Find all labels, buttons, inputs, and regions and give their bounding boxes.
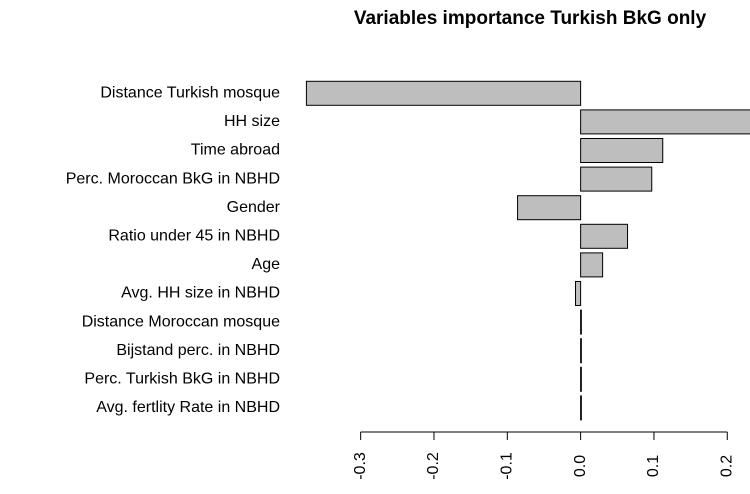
y-tick-label: Perc. Moroccan BkG in NBHD xyxy=(66,170,280,187)
y-tick-label: Gender xyxy=(227,199,281,216)
bar xyxy=(580,109,750,135)
x-tick-label: 0.1 xyxy=(645,455,662,477)
y-tick-label: Avg. fertlity Rate in NBHD xyxy=(96,399,280,416)
y-tick-label: Perc. Turkish BkG in NBHD xyxy=(84,371,280,388)
y-tick-label: HH size xyxy=(224,113,280,130)
bar xyxy=(305,80,582,106)
chart-title: Variables importance Turkish BkG only xyxy=(354,8,707,29)
y-tick-label: Distance Turkish mosque xyxy=(100,85,280,102)
bar xyxy=(580,338,582,364)
x-tick-label: -0.1 xyxy=(499,452,516,480)
bar xyxy=(580,252,604,278)
y-tick-label: Avg. HH size in NBHD xyxy=(121,285,280,302)
bar xyxy=(580,395,582,421)
bar xyxy=(517,195,582,221)
bar xyxy=(580,138,664,163)
y-tick-label: Bijstand perc. in NBHD xyxy=(116,342,280,359)
y-tick-label: Distance Moroccan mosque xyxy=(82,313,280,330)
x-tick-label: -0.2 xyxy=(425,452,442,480)
x-tick-label: -0.3 xyxy=(352,452,369,480)
y-tick-label: Age xyxy=(252,256,281,273)
bar xyxy=(580,366,582,392)
x-tick-label: 0.0 xyxy=(572,455,589,477)
x-tick-label: 0.2 xyxy=(718,455,735,477)
bar xyxy=(574,281,582,306)
bar xyxy=(580,166,653,192)
y-tick-label: Time abroad xyxy=(191,142,280,159)
plot-area xyxy=(305,80,750,421)
y-tick-label: Ratio under 45 in NBHD xyxy=(108,228,280,245)
bar xyxy=(580,223,629,249)
bar xyxy=(580,309,582,335)
